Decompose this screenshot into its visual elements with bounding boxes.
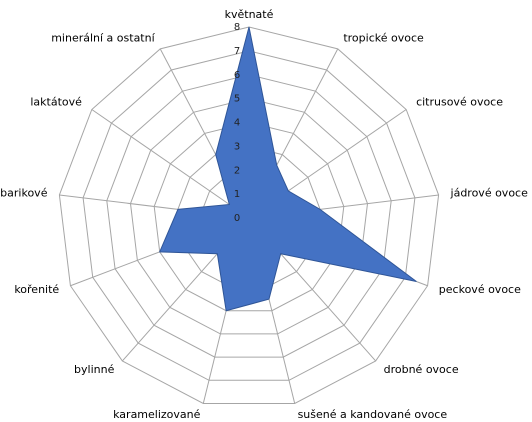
- tick-label: 0: [234, 213, 240, 224]
- tick-label: 5: [234, 94, 240, 105]
- category-label: květnaté: [225, 8, 274, 21]
- grid-line: [153, 121, 345, 312]
- category-label: peckové ovoce: [439, 283, 521, 296]
- category-label: karamelizované: [113, 408, 201, 421]
- category-label: laktátové: [30, 96, 82, 109]
- grid-line: [82, 50, 416, 381]
- tick-label: 3: [234, 141, 240, 152]
- category-label: jádrové ovoce: [450, 187, 529, 200]
- series-area: [158, 26, 417, 312]
- axis-line: [91, 109, 250, 219]
- category-label: kořenité: [14, 283, 59, 296]
- tick-label: 2: [234, 165, 240, 176]
- tick-label: 1: [234, 189, 240, 200]
- category-label: barikové: [0, 187, 48, 200]
- category-label: citrusové ovoce: [416, 96, 503, 109]
- grid-line: [129, 98, 369, 335]
- grid-line: [106, 74, 392, 358]
- grid-line: [58, 26, 440, 404]
- tick-label: 6: [234, 70, 240, 81]
- tick-label: 4: [234, 118, 240, 129]
- tick-label: 8: [234, 22, 240, 33]
- category-label: drobné ovoce: [384, 363, 459, 376]
- category-label: minerální a ostatní: [51, 31, 155, 44]
- category-label: bylinné: [74, 363, 115, 376]
- tick-label: 7: [234, 46, 240, 57]
- category-label: sušené a kandované ovoce: [298, 408, 448, 421]
- category-label: tropické ovoce: [343, 31, 424, 44]
